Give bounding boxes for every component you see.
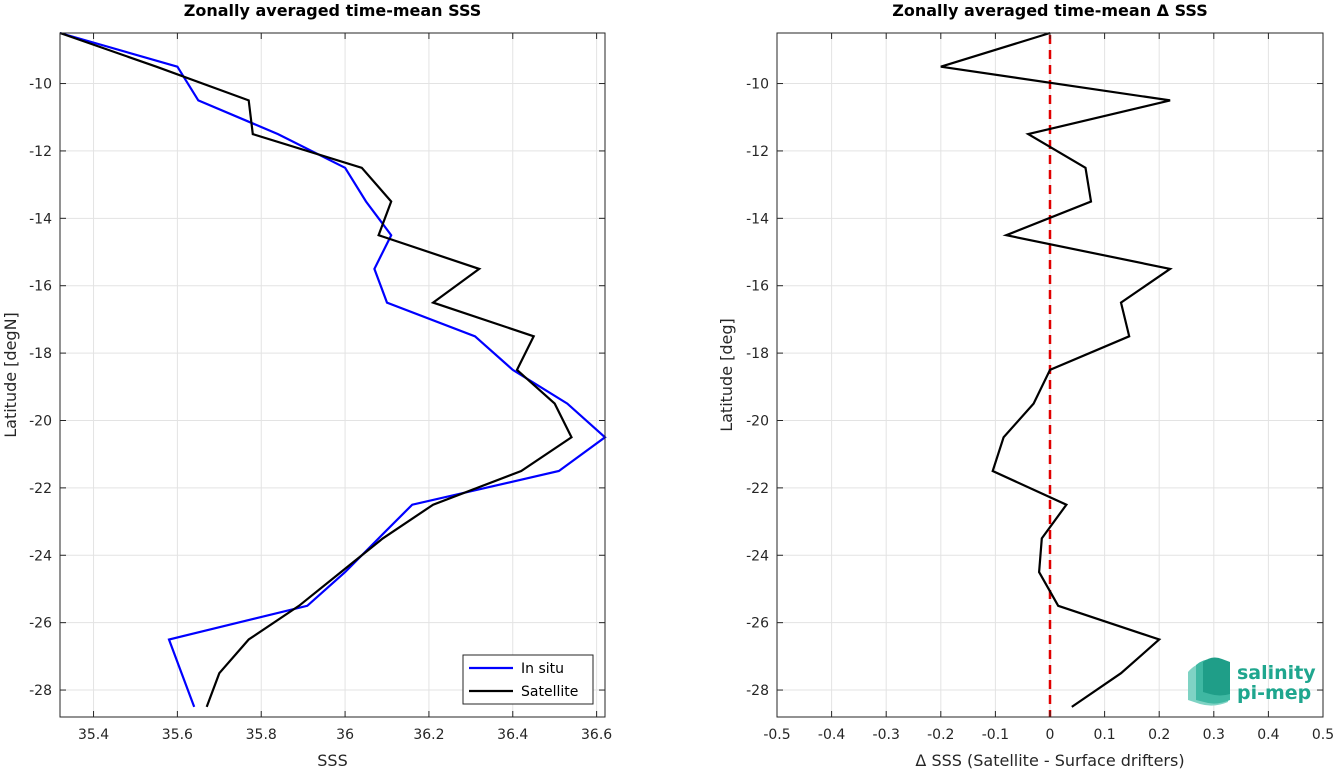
y-tick-label: -20 [29,413,52,429]
logo-text-line1: salinity [1237,662,1316,684]
x-tick-label: -0.1 [982,727,1009,743]
x-tick-label: 35.6 [162,727,193,743]
chart-title: Zonally averaged time-mean SSS [184,1,482,20]
x-tick-label: -0.2 [927,727,954,743]
y-tick-label: -18 [29,346,52,362]
y-tick-label: -14 [29,211,52,227]
x-tick-label: 36.4 [497,727,528,743]
y-tick-label: -10 [746,77,769,93]
y-tick-label: -28 [29,683,52,699]
axes-box [59,32,606,718]
y-tick-label: -12 [29,144,52,160]
x-tick-label: 0.1 [1093,727,1115,743]
x-tick-label: -0.3 [873,727,900,743]
legend-box [462,654,594,705]
plot-area [60,33,605,717]
series-line-0 [940,31,1173,708]
x-tick-label: 0.2 [1148,727,1170,743]
logo-text-line2: pi-mep [1237,682,1311,704]
salinity-pimep-logo: salinity pi-mep [1188,657,1316,706]
y-tick-label: -22 [29,481,52,497]
y-tick-label: -12 [746,144,769,160]
y-tick-label: -28 [746,683,769,699]
y-axis-label: Latitude [degN] [1,312,20,438]
y-tick-label: -26 [746,616,769,632]
y-axis-label: Latitude [deg] [717,318,736,432]
y-tick-label: -18 [746,346,769,362]
x-axis-label: Δ SSS (Satellite - Surface drifters) [915,751,1184,769]
series-line-0 [59,31,607,708]
chart-title: Zonally averaged time-mean Δ SSS [892,1,1208,20]
series-line-1 [59,31,573,708]
y-tick-label: -22 [746,481,769,497]
sss-panel: 35.4 35.6 35.8 36 36.2 36.4 36.6 -10 -12 -14 -16 -1… [1,1,612,769]
x-tick-label: 0.5 [1312,727,1334,743]
y-tick-label: -24 [746,548,769,564]
x-tick-label: 35.4 [78,727,109,743]
x-tick-label: 36 [336,727,354,743]
legend-label: Satellite [521,684,578,700]
y-tick-label: -26 [29,616,52,632]
x-tick-label: 35.8 [246,727,277,743]
y-tick-label: -16 [746,279,769,295]
x-tick-label: -0.4 [818,727,845,743]
y-tick-label: -10 [29,77,52,93]
delta-sss-panel: -0.5 -0.4 -0.3 -0.2 -0.1 0 0.1 0.2 0.3 0.4 0.5 -10 -… [717,1,1334,769]
x-axis-label: SSS [317,751,347,769]
y-tick-label: -20 [746,413,769,429]
x-tick-label: 36.2 [413,727,444,743]
x-tick-label: 0.4 [1257,727,1279,743]
x-tick-label: 0 [1046,727,1055,743]
logo-wave-icon [1188,657,1230,706]
x-tick-label: 36.6 [581,727,612,743]
y-tick-label: -24 [29,548,52,564]
legend-label: In situ [521,661,564,677]
y-tick-label: -16 [29,279,52,295]
x-tick-label: 0.3 [1203,727,1225,743]
y-tick-label: -14 [746,211,769,227]
x-tick-label: -0.5 [763,727,790,743]
